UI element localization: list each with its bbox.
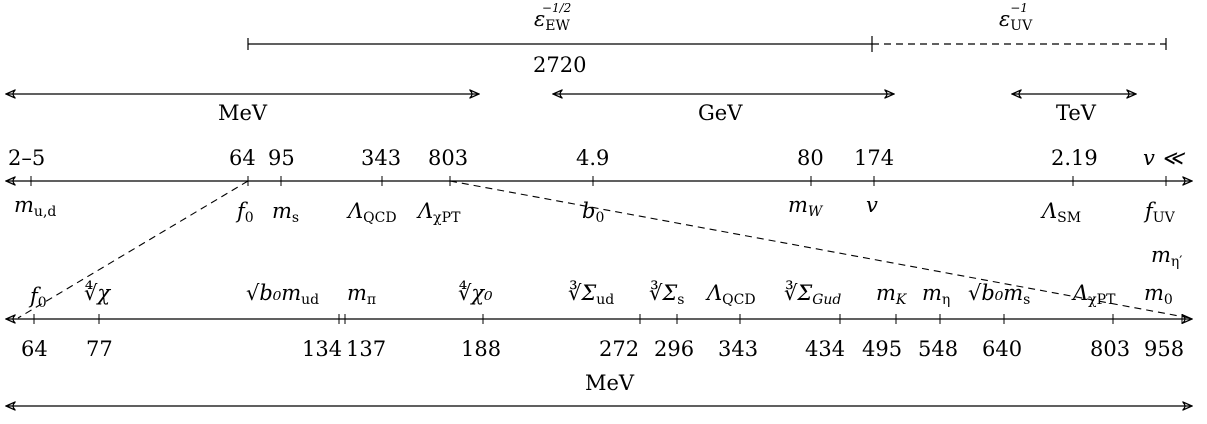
bottom-value: 64 [21, 337, 48, 361]
top-value: 803 [428, 146, 468, 170]
top-label: fUV [1143, 199, 1176, 226]
top-value: 2.19 [1051, 146, 1098, 170]
top-label: v [866, 193, 878, 217]
bottom-value: 272 [599, 337, 639, 361]
bottom-label: ∛ΣGud [784, 280, 841, 308]
bottom-value: 137 [346, 337, 386, 361]
bottom-value: 77 [86, 337, 113, 361]
gev-unit-label: GeV [698, 101, 743, 125]
bottom-label: √b₀mud [246, 281, 319, 308]
bottom-label: f0 [28, 284, 47, 311]
epsilon-uv-label: εUV−1 [999, 1, 1033, 34]
bottom-label: mK [876, 281, 908, 308]
bottom-label: ∜χ [84, 280, 111, 305]
bottom-label: ΛQCD [705, 281, 756, 308]
bottom-value: 548 [918, 337, 958, 361]
top-value: 64 [229, 146, 256, 170]
bottom-label: mη [922, 281, 950, 308]
epsilon-scale-bar: εEW−1/2 εUV−1 2720 [247, 1, 1167, 77]
epsilon-ew-label: εEW−1/2 [534, 1, 571, 34]
top-label: ΛSM [1040, 199, 1081, 226]
bottom-label: m0 [1144, 281, 1173, 308]
top-label: b0 [582, 199, 604, 226]
zoom-connectors [17, 180, 1191, 319]
top-value: 95 [268, 146, 295, 170]
top-value: v ≪ [1143, 146, 1186, 170]
top-label: f0 [235, 199, 254, 226]
top-value: 174 [854, 146, 894, 170]
bottom-label: mπ [347, 281, 376, 308]
top-label: ΛχPT [416, 199, 461, 226]
top-label: mu,d [14, 193, 56, 220]
bottom-label: ∛Σud [568, 280, 614, 308]
bottom-value: 640 [982, 337, 1022, 361]
top-value: 2–5 [8, 146, 45, 170]
bottom-value: 495 [862, 337, 902, 361]
bottom-label: √b₀ms [968, 281, 1030, 308]
bottom-label: mη′ [1151, 243, 1183, 270]
top-label: mW [788, 193, 824, 220]
bottom-axis: f0 ∜χ √b₀mud mπ ∜χ₀ ∛Σud ∛Σs ΛQCD ∛ΣGud … [6, 243, 1192, 361]
mev-unit-label: MeV [218, 101, 268, 125]
top-value: 4.9 [576, 146, 609, 170]
bottom-value: 343 [718, 337, 758, 361]
bottom-mev-label: MeV [585, 371, 635, 395]
bottom-value: 296 [654, 337, 694, 361]
zoom-right-connector [449, 180, 1191, 319]
zoom-left-connector [17, 180, 249, 319]
bottom-value: 134 [302, 337, 342, 361]
bottom-label: ∛Σs [649, 280, 684, 308]
bottom-label: ΛχPT [1071, 281, 1116, 308]
unit-ranges: MeV GeV TeV [6, 94, 1136, 125]
bottom-value: 188 [461, 337, 501, 361]
top-axis: 2–5 64 95 343 803 4.9 80 174 2.19 v ≪ mu… [6, 146, 1192, 226]
bottom-value: 434 [805, 337, 845, 361]
top-value: 80 [797, 146, 824, 170]
bottom-value: 803 [1090, 337, 1130, 361]
top-label: ms [272, 199, 299, 226]
ratio-label: 2720 [533, 53, 586, 77]
top-label: ΛQCD [346, 199, 397, 226]
bottom-value: 958 [1144, 337, 1184, 361]
top-value: 343 [361, 146, 401, 170]
bottom-label: ∜χ₀ [458, 280, 493, 305]
tev-unit-label: TeV [1056, 101, 1097, 125]
bottom-mev-range: MeV [6, 371, 1192, 406]
